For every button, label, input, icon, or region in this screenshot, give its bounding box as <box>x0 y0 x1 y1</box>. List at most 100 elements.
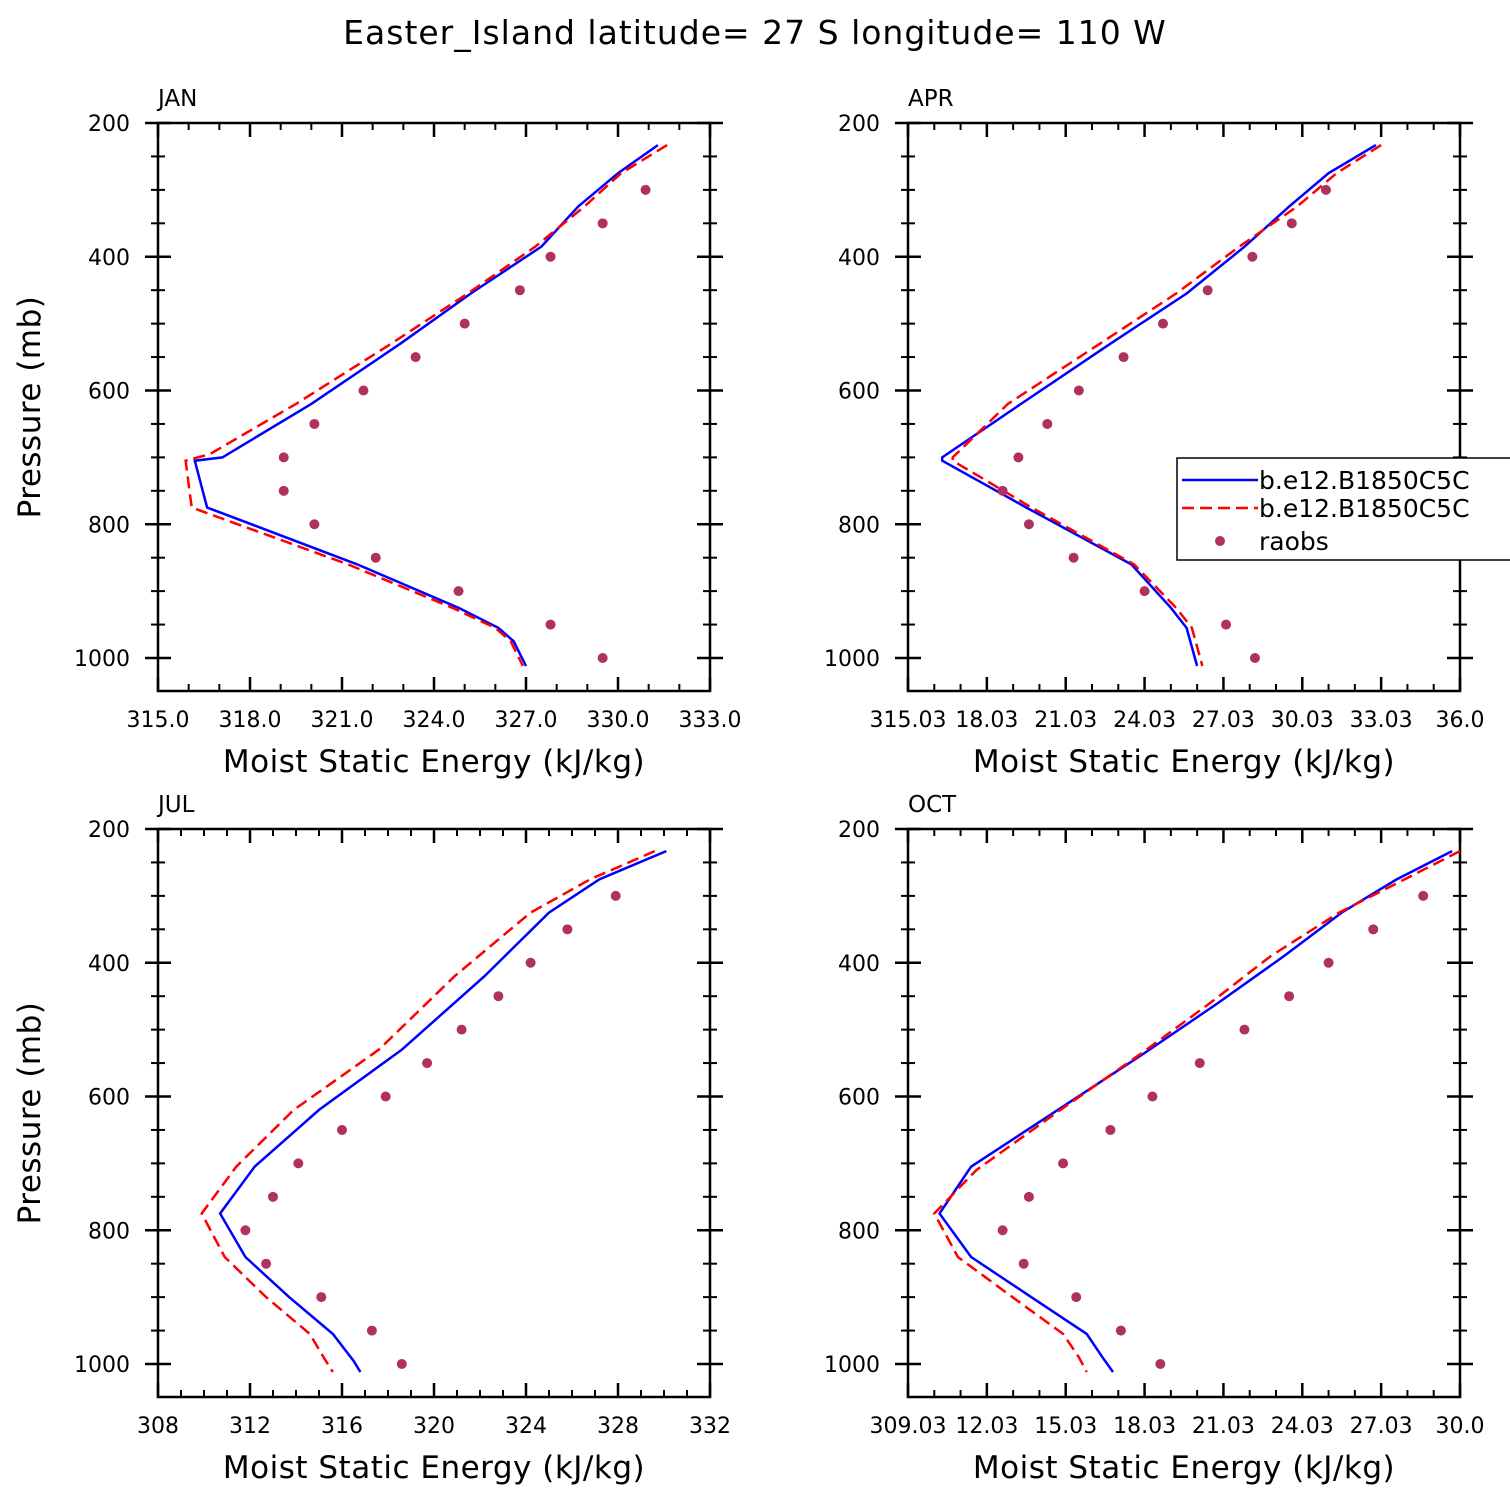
raobs-point <box>261 1258 272 1269</box>
raobs-point <box>410 352 421 363</box>
raobs-point <box>240 1225 251 1236</box>
series-line-solid <box>218 849 667 1373</box>
raobs-point <box>1323 957 1334 968</box>
y-tick-label: 200 <box>88 112 130 137</box>
x-axis-label: Moist Static Energy (kJ/kg) <box>973 1450 1395 1486</box>
legend-label: b.e12.B1850C5C <box>1259 466 1470 495</box>
x-tick-label: 30.03 <box>1271 708 1334 733</box>
raobs-point <box>459 318 470 329</box>
x-tick-label: 315.03 <box>870 708 947 733</box>
raobs-point <box>1320 184 1331 195</box>
raobs-point <box>278 452 289 463</box>
series-group <box>184 144 668 667</box>
raobs-point <box>562 924 573 935</box>
raobs-point <box>1023 1191 1034 1202</box>
y-tick-label: 200 <box>838 818 880 843</box>
y-axis-label: Pressure (mb) <box>12 296 48 519</box>
x-tick-label: 320 <box>413 1414 455 1439</box>
raobs-point <box>1018 1258 1029 1269</box>
series-line-solid <box>193 144 659 667</box>
raobs-point <box>514 285 525 296</box>
raobs-point <box>525 957 536 968</box>
raobs-point <box>1147 1091 1158 1102</box>
series-line-dashed <box>200 849 656 1373</box>
series-group <box>200 849 667 1373</box>
x-tick-label: 21.03 <box>1192 1414 1255 1439</box>
raobs-point <box>1155 1359 1166 1369</box>
y-tick-label: 800 <box>88 1219 130 1244</box>
raobs-point <box>1249 653 1260 663</box>
x-tick-label: 27.03 <box>1192 708 1255 733</box>
y-tick-label: 600 <box>838 1086 880 1111</box>
x-tick-label: 33.03 <box>1350 708 1413 733</box>
raobs-point <box>597 653 608 663</box>
raobs-point <box>1157 318 1168 329</box>
plot-frame <box>906 121 1462 693</box>
raobs-point <box>1194 1058 1205 1069</box>
x-tick-label: 18.03 <box>1113 1414 1176 1439</box>
raobs-point <box>1105 1124 1116 1135</box>
raobs-point <box>1068 552 1079 563</box>
y-tick-label: 600 <box>838 380 880 405</box>
legend-label: raobs <box>1259 527 1329 556</box>
raobs-point <box>278 485 289 496</box>
x-tick-label: 24.03 <box>1113 708 1176 733</box>
x-tick-label: 324.0 <box>403 708 466 733</box>
x-tick-label: 315.0 <box>127 708 190 733</box>
plot-frame <box>156 121 712 693</box>
raobs-point <box>1023 519 1034 530</box>
raobs-point <box>640 184 651 195</box>
panel-label: APR <box>908 86 954 112</box>
legend-label: b.e12.B1850C5C <box>1259 494 1470 523</box>
raobs-point <box>337 1124 347 1135</box>
raobs-point <box>1221 619 1232 630</box>
raobs-point <box>545 619 556 630</box>
x-axis-label: Moist Static Energy (kJ/kg) <box>223 744 645 780</box>
raobs-point <box>396 1359 407 1369</box>
raobs-point <box>597 218 608 229</box>
x-tick-label: 332 <box>689 1414 731 1439</box>
series-line-dashed <box>932 849 1460 1373</box>
chart-panel-apr: APR 315.03 18.03 21.03 24.03 27.03 30.03 33.03 3… <box>824 86 1484 780</box>
x-tick-label: 30.0 <box>1436 1414 1485 1439</box>
x-tick-label: 321.0 <box>311 708 374 733</box>
series-group <box>940 144 1382 667</box>
x-axis-label: Moist Static Energy (kJ/kg) <box>223 1450 645 1486</box>
y-tick-label: 1000 <box>74 647 130 672</box>
raobs-point <box>1286 218 1297 229</box>
y-tick-label: 400 <box>838 952 880 977</box>
raobs-point <box>1071 1292 1082 1303</box>
raobs-point <box>1202 285 1213 296</box>
x-tick-label: 327.0 <box>495 708 558 733</box>
chart-panel-oct: OCT 309.03 12.03 15.03 18.03 21.03 24.03 27.03 3… <box>824 792 1484 1486</box>
raobs-point <box>545 251 556 262</box>
raobs-point <box>422 1058 433 1069</box>
raobs-point <box>380 1091 391 1102</box>
raobs-point <box>1418 890 1429 901</box>
panel-label: JAN <box>156 86 197 112</box>
plot-frame <box>156 827 712 1399</box>
raobs-point <box>316 1292 327 1303</box>
raobs-point <box>1073 385 1084 396</box>
x-tick-label: 312 <box>229 1414 271 1439</box>
y-tick-label: 400 <box>838 246 880 271</box>
series-line-dashed <box>951 144 1382 667</box>
raobs-point <box>997 1225 1008 1236</box>
y-tick-label: 200 <box>838 112 880 137</box>
raobs-point <box>453 586 464 597</box>
x-tick-label: 36.0 <box>1436 708 1485 733</box>
raobs-point <box>610 890 621 901</box>
x-tick-label: 333.0 <box>679 708 742 733</box>
legend-box <box>1176 457 1510 561</box>
raobs-point <box>309 418 320 429</box>
y-tick-label: 800 <box>838 1219 880 1244</box>
series-group <box>932 849 1460 1373</box>
y-tick-label: 600 <box>88 380 130 405</box>
panel-label: JUL <box>156 792 195 818</box>
raobs-point <box>293 1158 304 1169</box>
y-axis-label: Pressure (mb) <box>12 1002 48 1225</box>
x-tick-label: 27.03 <box>1350 1414 1413 1439</box>
x-tick-label: 328 <box>597 1414 639 1439</box>
x-tick-label: 18.03 <box>955 708 1018 733</box>
